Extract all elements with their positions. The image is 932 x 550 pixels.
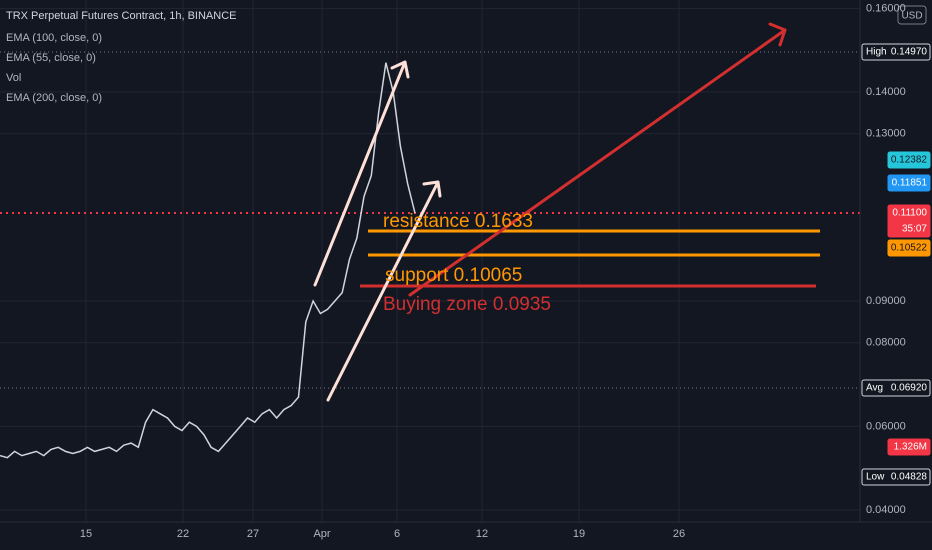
currency-box[interactable] xyxy=(897,5,927,25)
price-tag xyxy=(887,438,931,456)
y-tick-label: 0.16000 xyxy=(866,2,906,14)
x-tick-label: 19 xyxy=(573,528,585,540)
x-tick-label: 27 xyxy=(247,528,259,540)
x-tick-label: 12 xyxy=(476,528,488,540)
x-tick-label: 26 xyxy=(673,528,685,540)
price-tags: High 0.14970 0.12382 0.11851 0.11100 35:07 0.1… xyxy=(861,43,931,486)
price-tag-label: 0.11851 xyxy=(892,178,928,189)
x-tick-label: 6 xyxy=(394,528,400,540)
annotation: support 0.10065 xyxy=(385,265,522,286)
annotation: Buying zone 0.0935 xyxy=(383,294,551,315)
price-tag-name: Low xyxy=(866,472,885,483)
y-tick-label: 0.09000 xyxy=(866,295,906,307)
y-tick-label: 0.13000 xyxy=(866,128,906,140)
price-tag xyxy=(861,468,931,486)
up-arrow xyxy=(313,60,410,287)
price-tag xyxy=(861,379,931,397)
y-tick-label: 0.14000 xyxy=(866,86,906,98)
price-tag-label: 0.10522 xyxy=(891,243,928,254)
price-tag xyxy=(861,43,931,61)
y-tick-label: 0.08000 xyxy=(866,337,906,349)
chart-title: TRX Perpetual Futures Contract, 1h, BINA… xyxy=(6,10,236,22)
price-tag-countdown: 35:07 xyxy=(902,224,927,235)
indicator-label: EMA (100, close, 0) xyxy=(6,32,102,44)
price-tag-label: 0.14970 xyxy=(891,47,928,58)
price-tag xyxy=(887,204,931,238)
plot xyxy=(0,62,416,459)
price-tag-label: 0.12382 xyxy=(891,155,928,166)
price-tag-name: High xyxy=(866,47,887,58)
x-tick-label: 15 xyxy=(80,528,92,540)
price-tag-name: Avg xyxy=(866,383,883,394)
price-tag-label: 0.11100 xyxy=(892,208,927,219)
price-tag xyxy=(887,174,931,192)
price-tag-label: 0.06920 xyxy=(891,383,928,394)
indicator-label: EMA (55, close, 0) xyxy=(6,52,96,64)
price-tag-label: 0.04828 xyxy=(891,472,928,483)
annotation: resistance 0.1633 xyxy=(383,211,533,232)
price-tag xyxy=(887,239,931,257)
currency-label: USD xyxy=(901,11,922,22)
indicator-label: Vol xyxy=(6,72,21,84)
grid xyxy=(0,0,860,522)
red-arrow xyxy=(408,22,787,297)
x-tick-label: Apr xyxy=(313,528,330,540)
indicator-label: EMA (200, close, 0) xyxy=(6,92,102,104)
up-arrow xyxy=(326,180,442,402)
x-tick-label: 22 xyxy=(177,528,189,540)
y-tick-label: 0.06000 xyxy=(866,420,906,432)
price-tag xyxy=(887,151,931,169)
y-tick-label: 0.04000 xyxy=(866,504,906,516)
price-tag-label: 1.326M xyxy=(894,442,927,453)
price-line xyxy=(0,62,416,459)
